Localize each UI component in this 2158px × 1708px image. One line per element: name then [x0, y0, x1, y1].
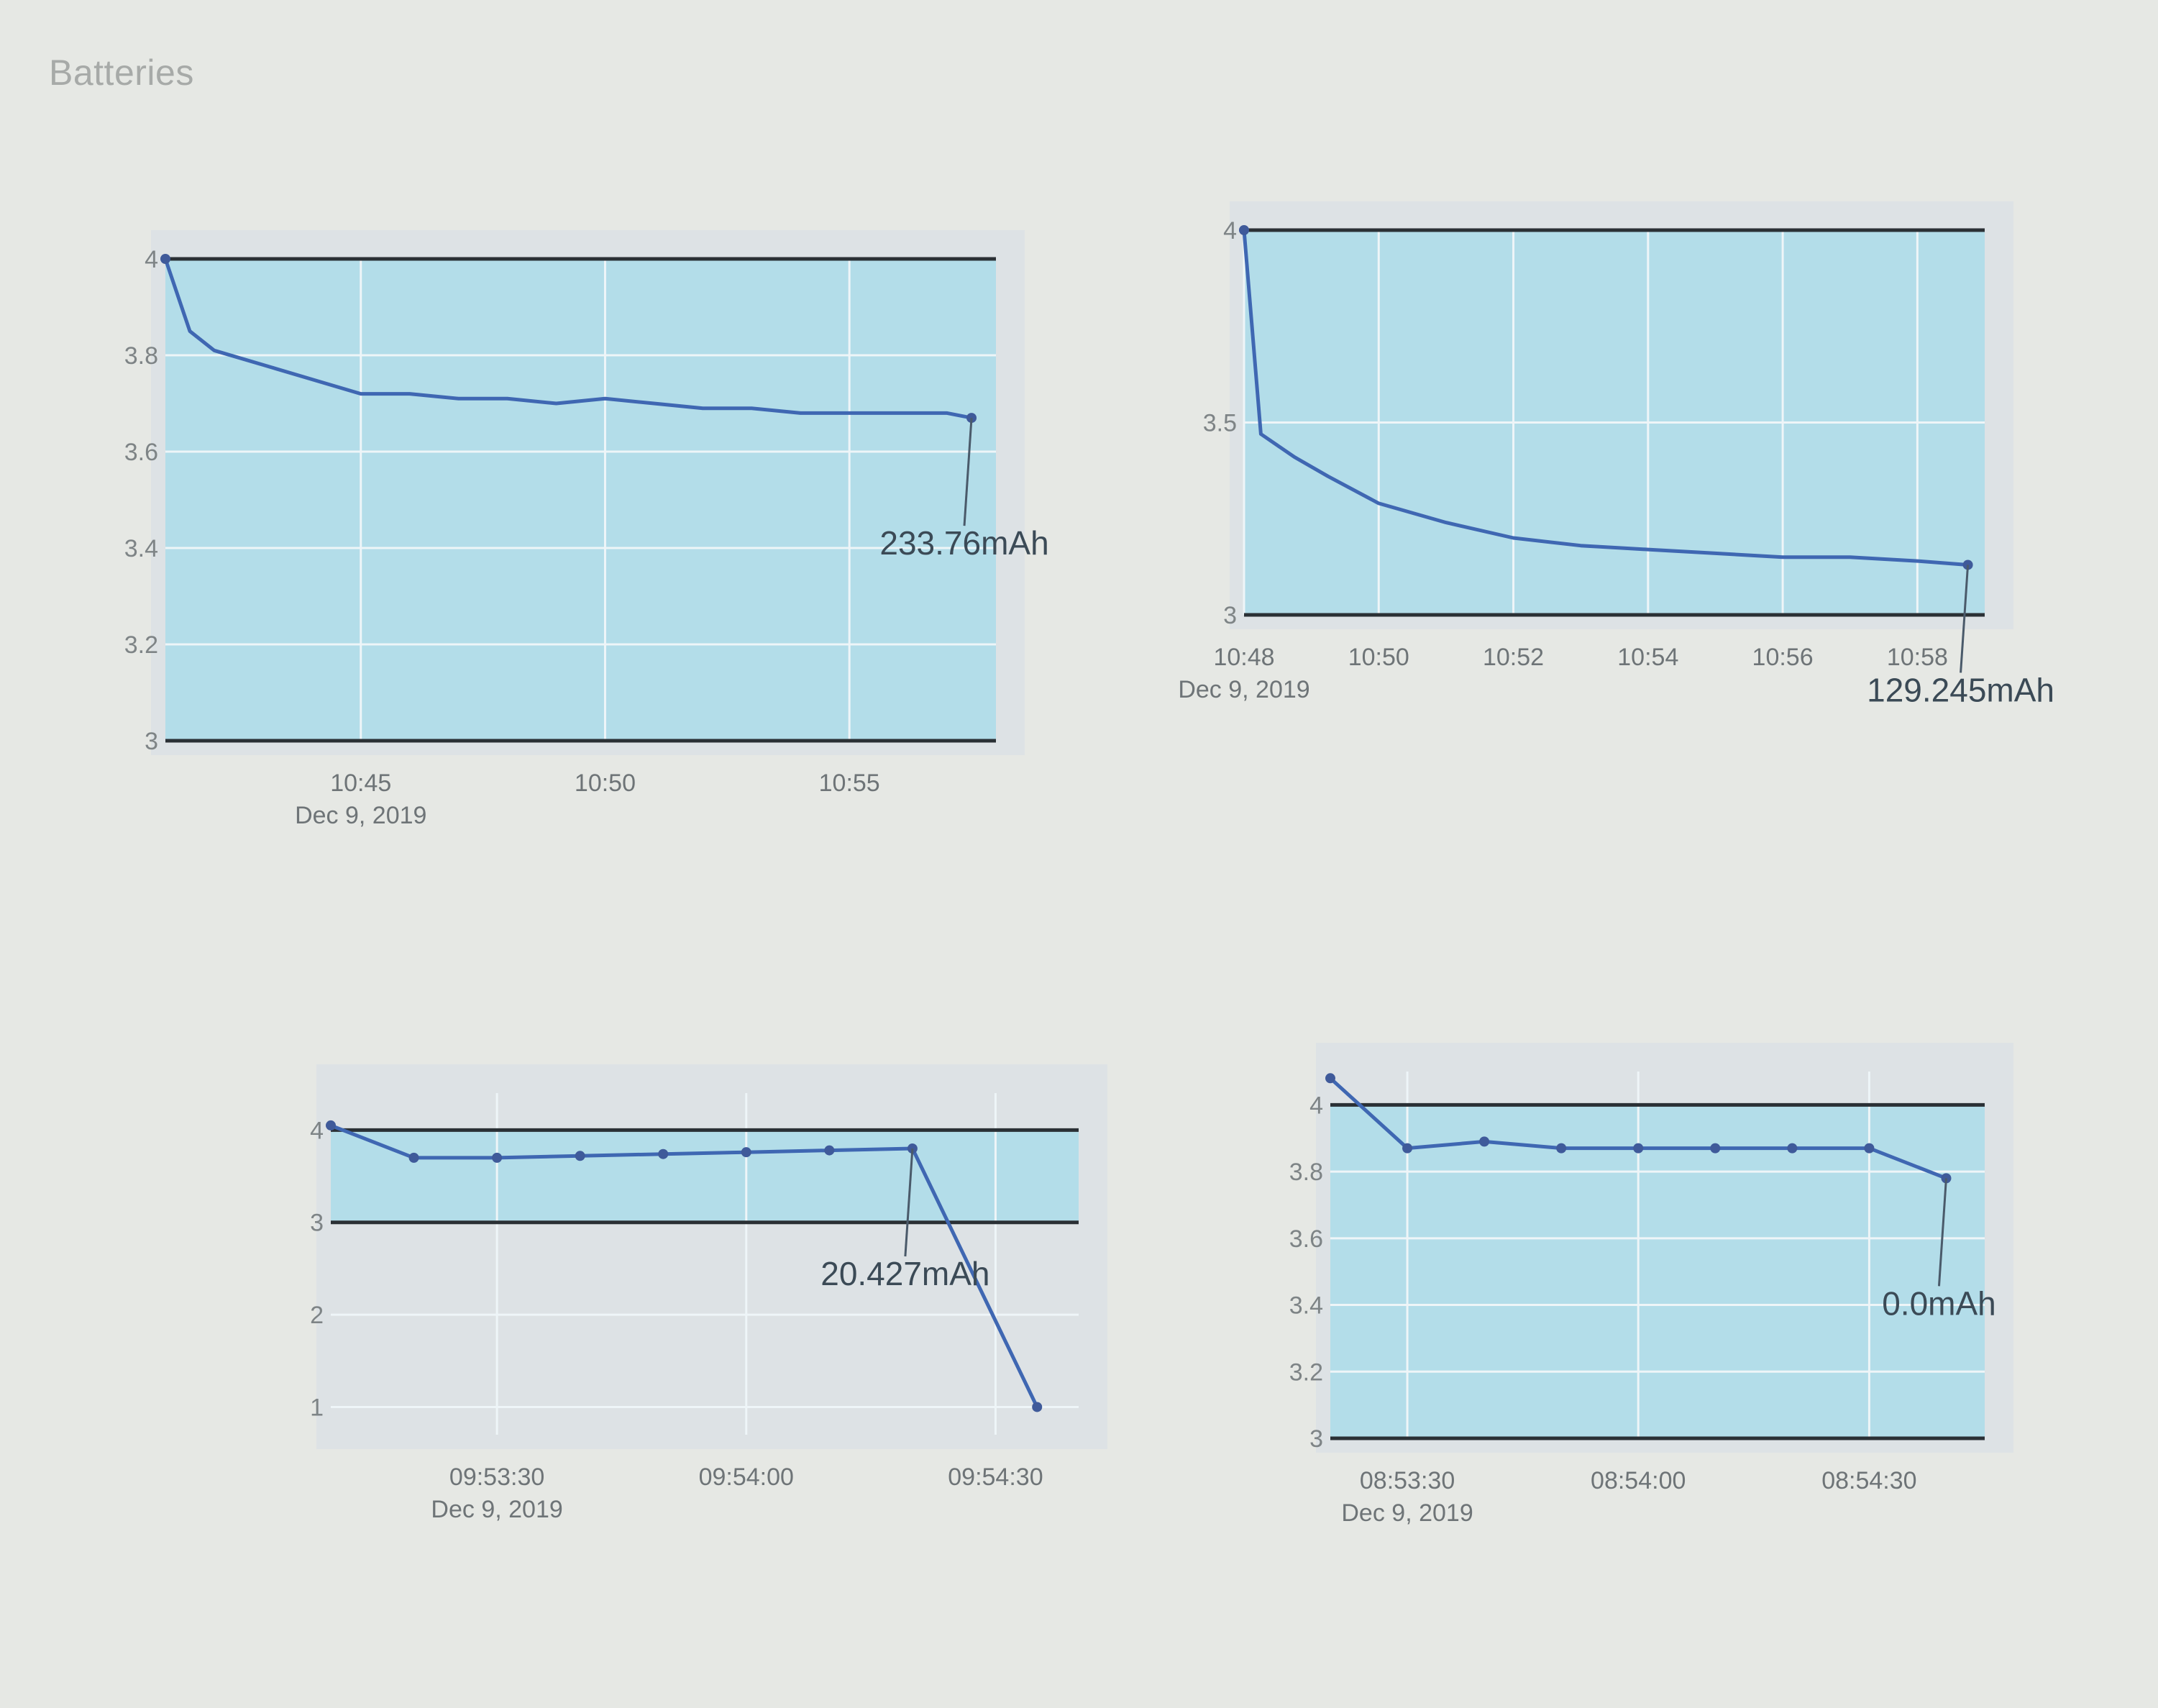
y-tick-label: 4	[145, 246, 158, 273]
y-tick-label: 1	[310, 1394, 324, 1421]
y-tick-label: 3.4	[1289, 1292, 1323, 1320]
data-point	[1710, 1143, 1721, 1154]
battery-chart-4: 3 3.2 3.4 3.6 3.8 4 08:53:30 Dec 9, 2019 08:54:0…	[1237, 1007, 2158, 1676]
battery-chart-3: 1 2 3 4 09:53:30 Dec 9, 2019 09:54:00 09:54:30 2…	[252, 1036, 1244, 1704]
annotation-arrow	[904, 1148, 914, 1257]
x-tick-label: 10:58	[1887, 644, 1948, 671]
battery-chart-1-plot: 3 3.2 3.4 3.6 3.8 4 10:45 Dec 9, 2019 10:50 10:55…	[124, 230, 1049, 829]
annotation-label: 129.245mAh	[1867, 671, 2054, 708]
series-line	[163, 258, 972, 420]
y-tick-label: 4	[1223, 217, 1237, 245]
y-tick-label: 3.2	[1289, 1358, 1323, 1386]
x-tick-label: 08:54:30	[1821, 1467, 1916, 1494]
x-tick-label: 10:50	[575, 769, 636, 797]
data-point	[1556, 1143, 1567, 1154]
y-tick-label: 4	[1309, 1092, 1323, 1119]
y-tick-label: 3.5	[1203, 410, 1237, 437]
x-tick-label: 10:54	[1617, 644, 1678, 671]
y-tick-label: 3.8	[1289, 1159, 1323, 1186]
annotation-label: 0.0mAh	[1882, 1284, 1996, 1322]
battery-chart-4-plot: 3 3.2 3.4 3.6 3.8 4 08:53:30 Dec 9, 2019 08:54:0…	[1289, 1043, 2013, 1527]
limit-band	[165, 259, 996, 741]
x-tick-label: 10:55	[819, 769, 880, 797]
y-tick-label: 3.4	[124, 535, 158, 562]
y-tick-label: 3	[310, 1210, 324, 1237]
annotation-arrow	[1960, 565, 1970, 673]
data-point	[1325, 1073, 1335, 1084]
series-line	[1242, 229, 1968, 567]
battery-chart-2-plot: 3 3.5 4 10:48 Dec 9, 2019 10:50 10:52 10:54 10:5…	[1178, 201, 2054, 708]
data-point	[326, 1120, 336, 1131]
x-tick-label: 09:54:00	[699, 1463, 794, 1491]
x-tick-sublabel: Dec 9, 2019	[1178, 676, 1309, 703]
y-tick-label: 3.8	[124, 342, 158, 370]
battery-chart-2: 3 3.5 4 10:48 Dec 9, 2019 10:50 10:52 10:54 10:5…	[1178, 194, 2158, 863]
limit-band	[1330, 1105, 1985, 1438]
x-tick-label: 10:50	[1348, 644, 1409, 671]
data-point	[1402, 1143, 1413, 1154]
x-tick-label: 09:54:30	[948, 1463, 1043, 1491]
data-point	[824, 1145, 835, 1156]
x-tick-label: 10:45	[330, 769, 391, 797]
y-tick-label: 2	[310, 1302, 324, 1329]
battery-chart-1: 3 3.2 3.4 3.6 3.8 4 10:45 Dec 9, 2019 10:50 10:55…	[124, 209, 1129, 877]
data-point	[966, 413, 977, 424]
annotation-label: 20.427mAh	[820, 1255, 989, 1292]
y-tick-label: 3.6	[124, 439, 158, 466]
x-tick-label: 08:53:30	[1360, 1467, 1455, 1494]
x-tick-label: 09:53:30	[449, 1463, 544, 1491]
data-point	[1787, 1143, 1798, 1154]
data-point	[408, 1152, 419, 1163]
y-tick-label: 4	[310, 1117, 324, 1144]
data-point	[1479, 1136, 1490, 1147]
x-tick-label: 10:48	[1213, 644, 1274, 671]
data-point	[907, 1143, 918, 1154]
data-point	[575, 1151, 585, 1161]
x-tick-sublabel: Dec 9, 2019	[1341, 1499, 1473, 1527]
data-point	[492, 1152, 503, 1163]
limit-band	[331, 1130, 1079, 1223]
data-point	[1239, 225, 1249, 235]
y-tick-label: 3	[145, 728, 158, 755]
battery-chart-3-plot: 1 2 3 4 09:53:30 Dec 9, 2019 09:54:00 09:54:30 2…	[310, 1064, 1107, 1523]
data-point	[1633, 1143, 1644, 1154]
x-tick-label: 10:52	[1483, 644, 1544, 671]
y-tick-label: 3.6	[1289, 1225, 1323, 1253]
annotation-label: 233.76mAh	[879, 524, 1048, 562]
x-tick-sublabel: Dec 9, 2019	[295, 802, 426, 829]
data-point	[1864, 1143, 1875, 1154]
data-point	[1032, 1402, 1043, 1412]
y-tick-label: 3	[1223, 602, 1237, 629]
x-tick-label: 10:56	[1752, 644, 1814, 671]
y-tick-label: 3	[1309, 1425, 1323, 1453]
y-tick-label: 3.2	[124, 631, 158, 659]
data-point	[160, 254, 170, 264]
data-point	[741, 1147, 751, 1158]
x-tick-sublabel: Dec 9, 2019	[431, 1496, 562, 1523]
page-title: Batteries	[49, 52, 194, 93]
data-point	[658, 1148, 669, 1159]
annotation-arrow	[963, 418, 973, 526]
annotation-arrow	[1937, 1178, 1947, 1287]
x-tick-label: 08:54:00	[1591, 1467, 1686, 1494]
